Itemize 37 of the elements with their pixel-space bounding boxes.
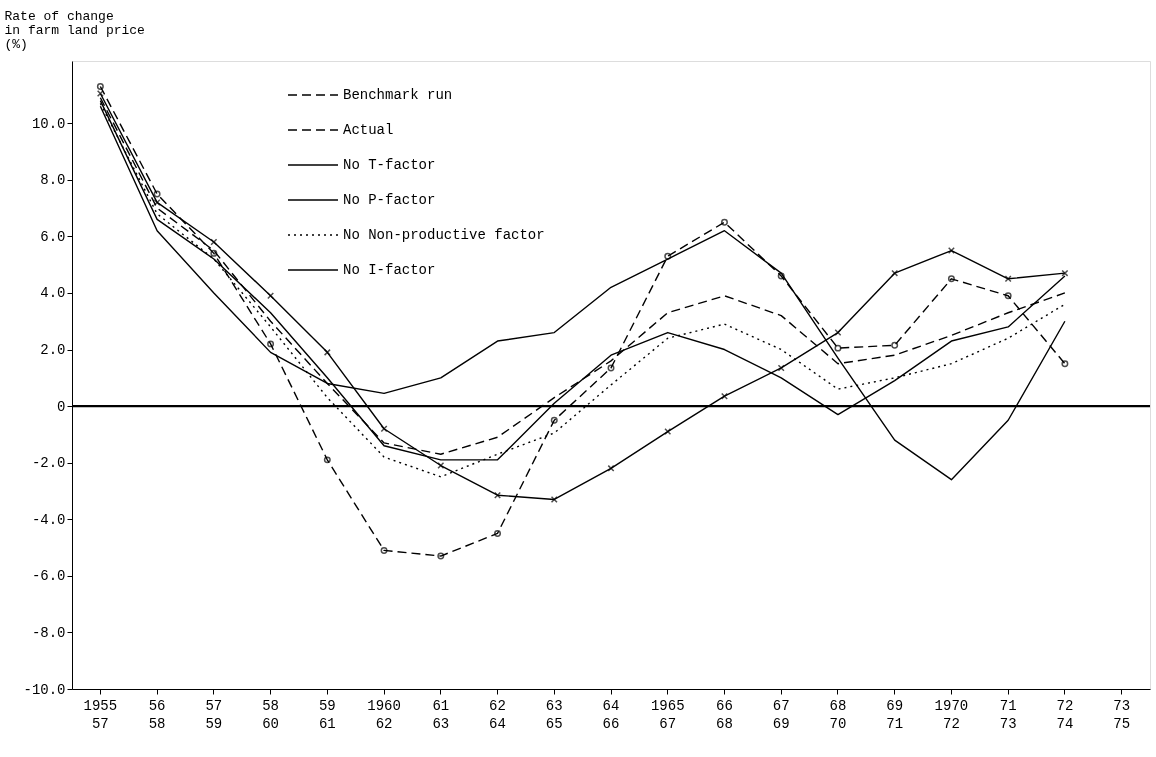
- x-tick-label: 1965 67: [650, 697, 685, 732]
- y-tick-label: -8.0: [31, 624, 66, 641]
- y-tick-label: -6.0: [31, 568, 66, 585]
- x-tick-label: 1955 57: [83, 697, 118, 732]
- y-tick-label: 6.0: [40, 228, 66, 245]
- x-tick-label: 71 73: [999, 697, 1017, 732]
- x-tick-label: 1970 72: [934, 697, 969, 732]
- y-tick-label: 4.0: [40, 285, 66, 302]
- x-tick-label: 62 64: [489, 697, 506, 732]
- x-tick-label: 66 68: [716, 697, 733, 732]
- y-tick-label: 8.0: [40, 172, 66, 189]
- x-tick-label: 1960 62: [367, 697, 401, 732]
- legend-label: Benchmark run: [343, 87, 453, 103]
- y-tick-label: 0: [57, 398, 66, 415]
- y-tick-label: 2.0: [40, 342, 66, 359]
- legend-label: No T-factor: [343, 157, 436, 173]
- x-tick-label: 68 70: [829, 697, 847, 732]
- x-tick-label: 59 61: [318, 697, 336, 732]
- x-tick-label: 67 69: [772, 697, 790, 732]
- x-tick-label: 72 74: [1056, 697, 1074, 732]
- y-tick-label: -4.0: [31, 511, 66, 528]
- legend-label: No Non-productive factor: [343, 227, 545, 243]
- y-tick-label: 10.0: [31, 115, 66, 132]
- y-tick-label: -10.0: [23, 681, 66, 698]
- y-tick-label: -2.0: [31, 455, 66, 472]
- x-tick-label: 63 65: [545, 697, 563, 732]
- legend-label: No I-factor: [343, 262, 436, 278]
- x-tick-label: 56 58: [148, 697, 166, 732]
- x-tick-label: 57 59: [205, 697, 223, 732]
- x-tick-label: 58 60: [262, 697, 279, 732]
- x-tick-label: 73 75: [1113, 697, 1131, 732]
- x-tick-label: 69 71: [886, 697, 904, 732]
- x-tick-label: 64 66: [602, 697, 620, 732]
- legend-label: No P-factor: [343, 192, 436, 208]
- x-tick-label: 61 63: [432, 697, 450, 732]
- legend-label: Actual: [343, 122, 394, 138]
- y-axis-title: Rate of change in farm land price (%): [4, 8, 145, 52]
